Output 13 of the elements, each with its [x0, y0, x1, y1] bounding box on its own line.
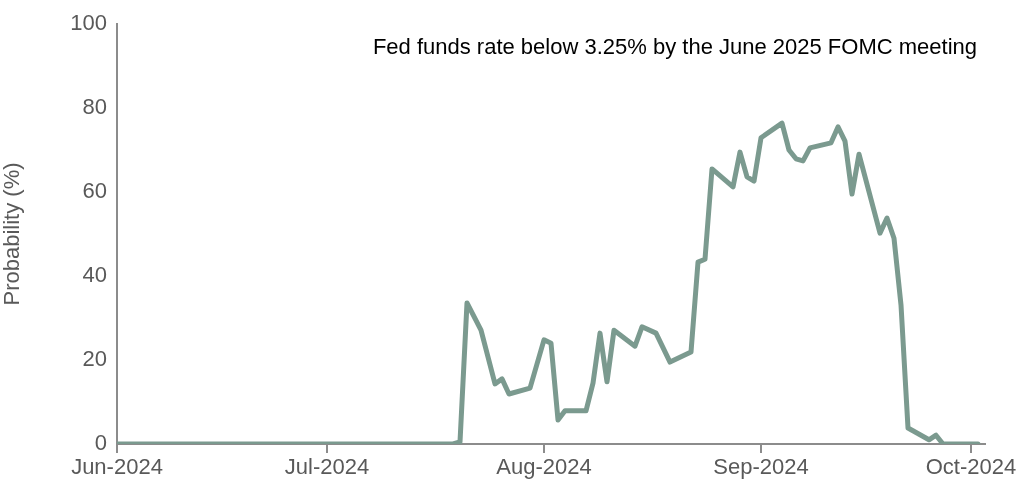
x-tick-label: Oct-2024 — [925, 454, 1017, 480]
x-tick-label: Sep-2024 — [713, 454, 809, 480]
x-tick-label: Aug-2024 — [496, 454, 592, 480]
y-tick-label: 80 — [82, 94, 107, 120]
y-tick-label: 100 — [70, 10, 107, 36]
x-tick-label: Jul-2024 — [284, 454, 370, 480]
y-tick-label: 40 — [82, 262, 107, 288]
y-axis-title: Probability (%) — [0, 162, 25, 306]
y-tick-label: 60 — [82, 178, 107, 204]
y-tick-label: 0 — [94, 430, 107, 456]
x-tick-label: Jun-2024 — [71, 454, 163, 480]
text: Fed funds rate below 3.25% by the June 2025 FOMC meeting — [372, 34, 977, 60]
y-tick-label: 20 — [82, 346, 107, 372]
